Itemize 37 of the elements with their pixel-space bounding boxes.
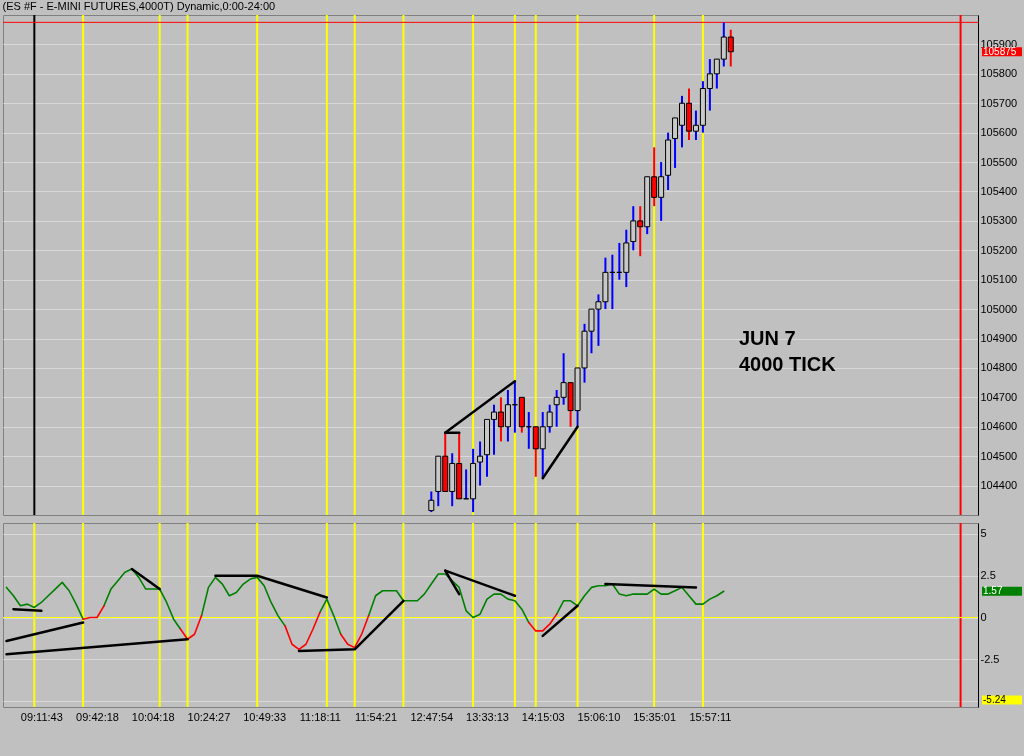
text: 1.57 [983, 585, 1003, 597]
y-tick-label: 105300 [980, 214, 1018, 227]
y-tick-label: 104800 [980, 361, 1018, 374]
y-tick-label: 105000 [980, 302, 1018, 315]
x-tick-label: 09:11:43 [20, 710, 63, 723]
x-tick-label: 14:15:03 [521, 710, 565, 723]
x-tick-label: 15:57:11 [689, 710, 732, 723]
annotation: JUN 7 [739, 327, 796, 349]
y-tick-label: 104900 [980, 332, 1018, 345]
y-tick-label: 5 [980, 527, 987, 540]
y-tick-label: 105200 [980, 243, 1018, 256]
x-tick-label: 12:47:54 [410, 710, 454, 723]
y-tick-label: 104600 [980, 420, 1018, 433]
x-tick-label: 10:24:27 [187, 710, 231, 723]
chart-title: (ES #F - E-MINI FUTURES,4000T) Dynamic,0:00-24:00 [2, 0, 276, 12]
y-tick-label: 0 [980, 611, 987, 624]
y-tick-label: 104400 [980, 479, 1018, 492]
text: -5.24 [983, 694, 1007, 705]
y-tick-label: 105800 [980, 67, 1018, 80]
y-tick-label: 105700 [980, 96, 1018, 109]
x-tick-label: 15:06:10 [577, 710, 621, 723]
y-tick-label: 105400 [980, 184, 1018, 197]
x-tick-label: 15:35:01 [633, 710, 677, 723]
x-tick-label: 09:42:18 [76, 710, 119, 723]
y-tick-label: 105100 [980, 273, 1018, 286]
y-tick-label: 105500 [980, 155, 1018, 168]
y-tick-label: 104700 [980, 390, 1018, 403]
x-tick-label: 10:04:18 [131, 710, 175, 723]
x-tick-label: 11:54:21 [355, 710, 398, 723]
x-tick-label: 10:49:33 [243, 710, 287, 723]
y-tick-label: 104500 [980, 449, 1018, 462]
y-tick-label: 2.5 [980, 569, 996, 582]
x-tick-label: 11:18:11 [299, 710, 341, 723]
y-tick-label: 105600 [980, 126, 1018, 139]
y-tick-label: -2.5 [980, 652, 1000, 665]
annotation: 4000 TICK [739, 353, 837, 375]
x-tick-label: 13:33:13 [466, 710, 509, 723]
